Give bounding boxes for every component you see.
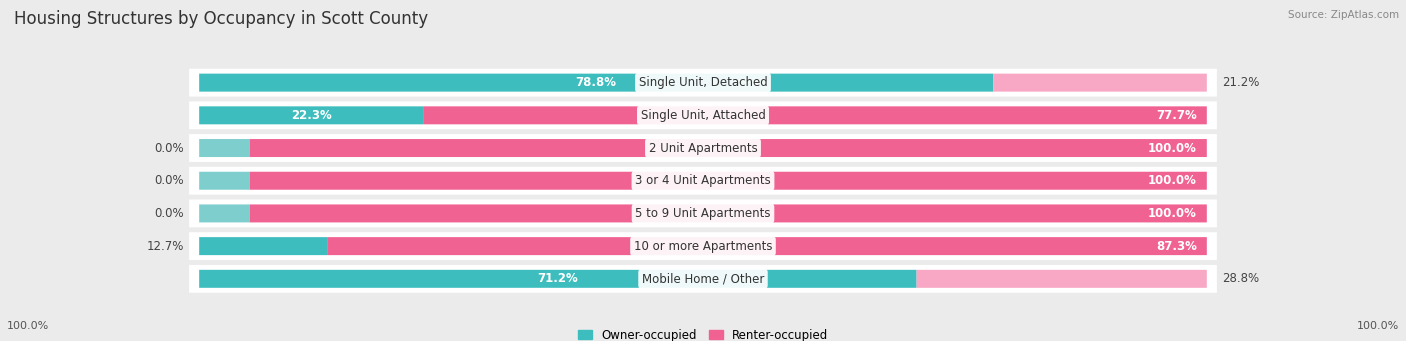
- FancyBboxPatch shape: [188, 167, 1218, 195]
- Text: 87.3%: 87.3%: [1156, 240, 1197, 253]
- Text: 10 or more Apartments: 10 or more Apartments: [634, 240, 772, 253]
- Text: Source: ZipAtlas.com: Source: ZipAtlas.com: [1288, 10, 1399, 20]
- Text: 21.2%: 21.2%: [1222, 76, 1260, 89]
- Text: 28.8%: 28.8%: [1222, 272, 1258, 285]
- Text: 5 to 9 Unit Apartments: 5 to 9 Unit Apartments: [636, 207, 770, 220]
- Text: 78.8%: 78.8%: [575, 76, 617, 89]
- Text: Single Unit, Detached: Single Unit, Detached: [638, 76, 768, 89]
- FancyBboxPatch shape: [250, 139, 1206, 157]
- FancyBboxPatch shape: [200, 270, 917, 288]
- Text: 71.2%: 71.2%: [537, 272, 578, 285]
- Text: 100.0%: 100.0%: [1147, 207, 1197, 220]
- Text: 0.0%: 0.0%: [155, 174, 184, 187]
- FancyBboxPatch shape: [250, 172, 1206, 190]
- FancyBboxPatch shape: [200, 172, 250, 190]
- Text: 77.7%: 77.7%: [1156, 109, 1197, 122]
- Text: 100.0%: 100.0%: [1147, 142, 1197, 154]
- Text: 100.0%: 100.0%: [7, 321, 49, 331]
- Text: Mobile Home / Other: Mobile Home / Other: [641, 272, 765, 285]
- FancyBboxPatch shape: [188, 232, 1218, 260]
- FancyBboxPatch shape: [200, 74, 993, 92]
- FancyBboxPatch shape: [188, 101, 1218, 129]
- FancyBboxPatch shape: [200, 205, 250, 222]
- FancyBboxPatch shape: [188, 69, 1218, 97]
- Legend: Owner-occupied, Renter-occupied: Owner-occupied, Renter-occupied: [572, 324, 834, 341]
- Text: 0.0%: 0.0%: [155, 207, 184, 220]
- FancyBboxPatch shape: [993, 74, 1206, 92]
- Text: Housing Structures by Occupancy in Scott County: Housing Structures by Occupancy in Scott…: [14, 10, 429, 28]
- Text: 3 or 4 Unit Apartments: 3 or 4 Unit Apartments: [636, 174, 770, 187]
- Text: 12.7%: 12.7%: [146, 240, 184, 253]
- FancyBboxPatch shape: [188, 134, 1218, 162]
- FancyBboxPatch shape: [917, 270, 1206, 288]
- FancyBboxPatch shape: [188, 265, 1218, 293]
- FancyBboxPatch shape: [200, 106, 423, 124]
- FancyBboxPatch shape: [200, 139, 250, 157]
- FancyBboxPatch shape: [188, 199, 1218, 227]
- FancyBboxPatch shape: [423, 106, 1206, 124]
- Text: Single Unit, Attached: Single Unit, Attached: [641, 109, 765, 122]
- Text: 0.0%: 0.0%: [155, 142, 184, 154]
- Text: 100.0%: 100.0%: [1147, 174, 1197, 187]
- Text: 22.3%: 22.3%: [291, 109, 332, 122]
- FancyBboxPatch shape: [328, 237, 1206, 255]
- FancyBboxPatch shape: [250, 205, 1206, 222]
- FancyBboxPatch shape: [200, 237, 328, 255]
- Text: 2 Unit Apartments: 2 Unit Apartments: [648, 142, 758, 154]
- Text: 100.0%: 100.0%: [1357, 321, 1399, 331]
